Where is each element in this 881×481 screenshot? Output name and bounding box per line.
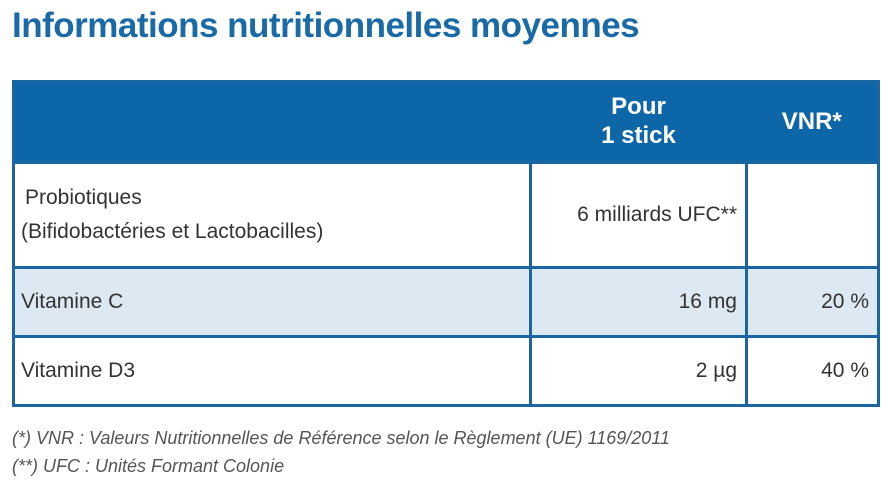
footnotes: (*) VNR : Valeurs Nutritionnelles de Réf… (12, 424, 670, 480)
vnr-cell (745, 161, 880, 269)
header-per-stick: Pour 1 stick (530, 80, 747, 164)
header-vnr: VNR* (746, 80, 880, 164)
footnote-ufc: (**) UFC : Unités Formant Colonie (12, 456, 285, 476)
table-row: Vitamine D3 2 µg 40 % (12, 335, 880, 407)
vnr-cell: 20 % (745, 266, 880, 338)
nutrient-name-cell: Probiotiques (Bifidobactéries et Lactoba… (12, 161, 532, 269)
footnote-vnr: (*) VNR : Valeurs Nutritionnelles de Réf… (12, 428, 670, 448)
amount-cell: 16 mg (529, 266, 748, 338)
nutrient-name: Vitamine C (21, 290, 124, 313)
amount-cell: 6 milliards UFC** (529, 161, 748, 269)
header-nutrient (12, 80, 531, 164)
table-header-row: Pour 1 stick VNR* (12, 80, 880, 164)
nutrient-subname: (Bifidobactéries et Lactobacilles) (21, 220, 324, 243)
nutrition-table: Pour 1 stick VNR* Probiotiques (Bifidoba… (12, 80, 880, 407)
header-per-stick-line1: Pour (611, 93, 666, 121)
nutrient-name-cell: Vitamine D3 (12, 335, 532, 407)
header-per-stick-line2: 1 stick (601, 122, 676, 149)
table-row: Probiotiques (Bifidobactéries et Lactoba… (12, 161, 880, 269)
page-title: Informations nutritionnelles moyennes (12, 6, 640, 45)
table-row: Vitamine C 16 mg 20 % (12, 266, 880, 338)
vnr-cell: 40 % (745, 335, 880, 407)
nutrient-name-cell: Vitamine C (12, 266, 532, 338)
nutrient-name: Probiotiques (25, 186, 142, 209)
amount-cell: 2 µg (529, 335, 748, 407)
nutrient-name: Vitamine D3 (21, 359, 136, 382)
